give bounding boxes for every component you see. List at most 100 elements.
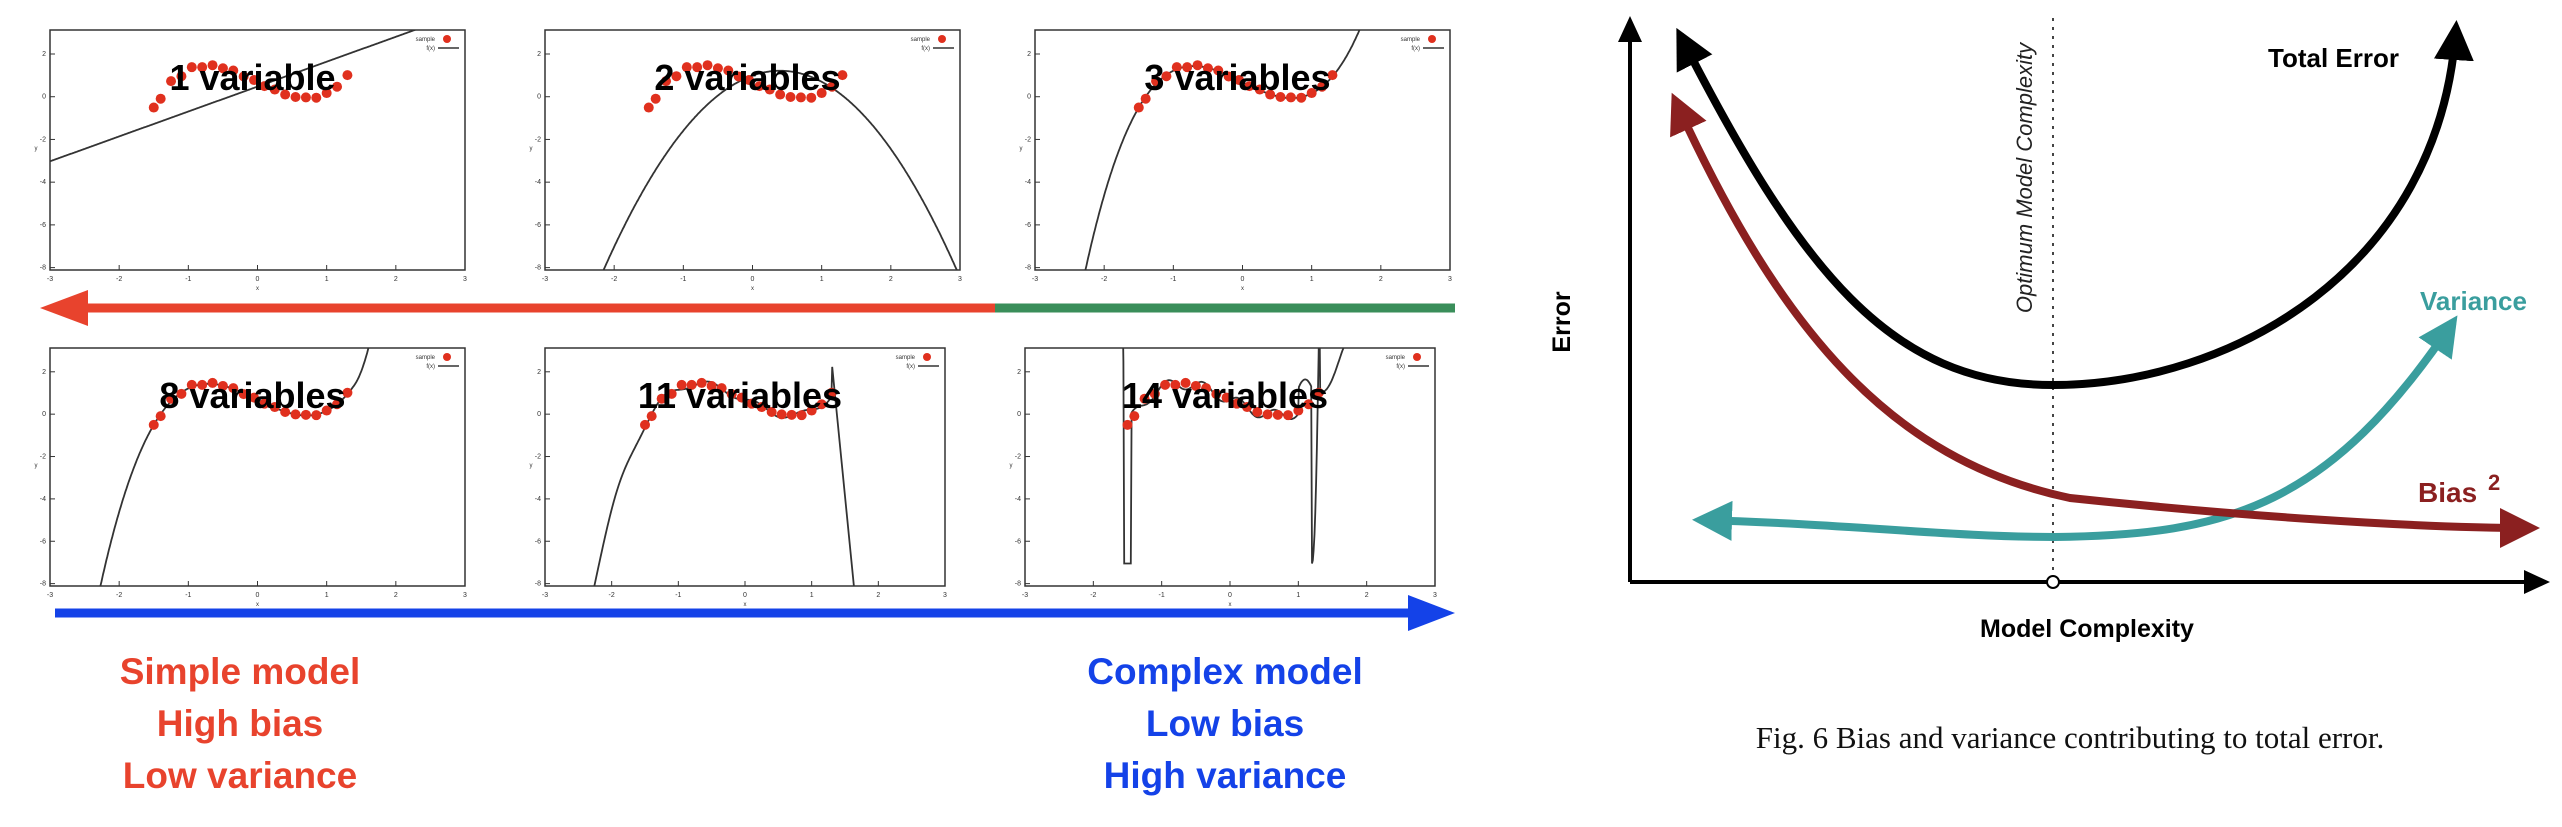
bias-squared-exponent: 2 [2488,470,2500,495]
panel-title: 8 variables [159,375,345,416]
figure-caption: Fig. 6 Bias and variance contributing to… [1755,720,2385,755]
sample-point [311,92,322,103]
sample-point [1306,88,1317,99]
x-tick-label: 3 [958,276,962,283]
sample-point [300,92,311,103]
complex-note-line-3: High variance [1103,755,1347,796]
legend-sample-label: sample [416,355,436,361]
sample-point [723,65,734,76]
sample-point [764,84,775,95]
x-tick-label: -2 [611,276,617,283]
legend-sample-marker [443,353,451,361]
fit-curve [602,69,958,270]
legend-fit-label: f(x) [426,46,435,52]
sample-point [1327,70,1338,81]
y-tick-label: -8 [1025,265,1031,272]
sample-point [712,63,723,74]
sample-point [646,411,657,422]
fit-curve [50,30,418,163]
sample-point [640,419,650,430]
legend-fit-label: f(x) [1396,364,1405,370]
sample-point [197,379,208,390]
y-tick-label: -2 [535,136,541,143]
sample-point [207,377,218,388]
x-tick-label: 0 [256,276,260,283]
complex-note-line-1: Complex model [1087,651,1363,692]
sample-point [692,62,703,73]
sample-point [280,407,291,418]
y-tick-label: 2 [1017,369,1021,376]
x-tick-label: -1 [1159,592,1165,599]
sample-point [1242,402,1253,413]
legend-sample-marker [938,35,946,43]
sample-point [197,62,208,73]
sample-point [1133,102,1144,113]
sample-point [1202,63,1213,74]
x-tick-label: 2 [394,276,398,283]
bias-squared-label: Bias [2418,477,2477,508]
y-tick-label: 2 [1027,51,1031,58]
x-tick-label: 1 [325,592,329,599]
sample-point [300,409,311,420]
sample-point [176,71,187,82]
x-tick-label: -3 [542,276,548,283]
sample-point [661,76,672,87]
sample-point [1140,93,1151,104]
legend-fit-label: f(x) [921,46,930,52]
plot-frame [544,347,946,587]
x-tick-label: 1 [810,592,814,599]
sample-point [1170,379,1181,390]
simple-note-line-2: High bias [156,703,324,744]
sample-point [269,84,280,95]
y-tick-label: -4 [40,496,46,503]
sample-point [1151,76,1162,87]
bias-variance-chart: Total Error Variance Bias 2 Error Model Compl… [1548,16,2550,643]
x-tick-label: 3 [463,592,467,599]
sample-point [1122,419,1133,430]
sample-point [238,71,249,82]
sample-point [1244,81,1255,92]
sample-point [249,392,260,403]
complexity-arrow-head [1408,595,1455,631]
sample-point [806,92,817,103]
legend-fit-label: f(x) [906,364,915,370]
sample-point [1190,380,1201,391]
panel-title: 3 variables [1144,57,1330,98]
sample-point [155,93,166,104]
sample-point [1129,411,1140,422]
complex-note-line-2: Low bias [1145,703,1305,744]
sample-point [148,102,159,113]
sample-point [238,389,249,400]
x-tick-label: 3 [943,592,947,599]
plot-frame [49,29,466,271]
sample-point [775,89,786,100]
y-axis-label: y [35,146,38,152]
sample-point [1161,71,1172,82]
y-tick-label: -4 [40,179,46,186]
x-tick-label: -1 [680,276,686,283]
sample-point [796,410,807,421]
y-tick-label: -6 [1025,222,1031,229]
plot-frame [1034,29,1451,271]
x-tick-label: -2 [1090,592,1096,599]
sample-point [249,75,260,86]
y-tick-label: -4 [1015,496,1021,503]
simple-note-line-1: Simple model [119,651,361,692]
sample-point [1234,75,1245,86]
y-axis-title: Error [1548,291,1576,352]
sample-point [1296,92,1307,103]
x-tick-label: 2 [889,276,893,283]
panel-title: 14 variables [1122,375,1328,416]
optimum-complexity-label: Optimum Model Complexity [2012,41,2037,313]
x-tick-label: 1 [325,276,329,283]
total-error-label: Total Error [2268,43,2399,73]
sample-point [696,377,707,388]
fit-panel-4: -3 -2 -1 0 1 2 3 2 0 -2 -4 -6 -8 x y sample f(x) 8 variab… [35,347,467,608]
sample-point [826,387,837,398]
y-tick-label: -4 [535,496,541,503]
y-tick-label: -2 [535,454,541,461]
x-tick-label: 0 [743,592,747,599]
sample-point [1285,92,1296,103]
y-tick-label: -4 [535,179,541,186]
sample-point [1262,409,1273,420]
